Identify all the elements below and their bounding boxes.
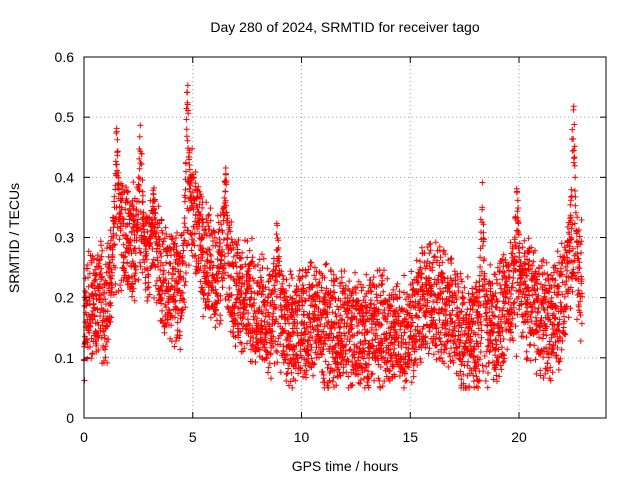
- y-tick-label: 0.1: [55, 350, 75, 366]
- y-tick-label: 0.4: [55, 169, 75, 185]
- y-tick-label: 0.2: [55, 290, 75, 306]
- x-tick-label: 15: [402, 429, 418, 445]
- scatter-marker-cloud: [81, 82, 586, 391]
- x-tick-label: 10: [294, 429, 310, 445]
- data-points: [81, 82, 586, 391]
- x-tick-label: 20: [511, 429, 527, 445]
- y-axis-label: SRMTID / TECUs: [6, 183, 22, 293]
- axis-ticks: 0 5 10 15 20 0 0.1 0.2 0.3 0.4 0.5 0.6: [55, 49, 606, 445]
- grid-lines: [84, 57, 606, 418]
- y-tick-label: 0.3: [55, 230, 75, 246]
- x-tick-label: 0: [80, 429, 88, 445]
- y-tick-label: 0.6: [55, 49, 75, 65]
- chart-title: Day 280 of 2024, SRMTID for receiver tag…: [210, 19, 479, 35]
- y-tick-label: 0: [66, 410, 74, 426]
- y-tick-label: 0.5: [55, 109, 75, 125]
- x-axis-label: GPS time / hours: [292, 458, 399, 474]
- x-tick-label: 5: [189, 429, 197, 445]
